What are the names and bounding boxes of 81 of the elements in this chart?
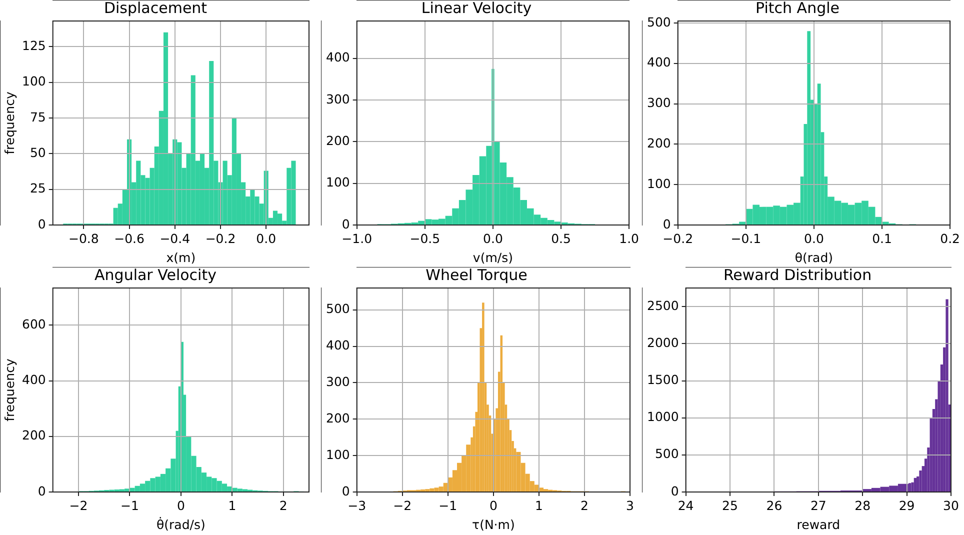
y-tick-label: 400 <box>326 338 350 353</box>
y-axis-title: frequency <box>2 91 17 154</box>
y-tick-label: 200 <box>326 132 350 148</box>
x-axis-title: τ(N·m) <box>472 516 515 532</box>
x-tick-label: 28 <box>854 498 871 513</box>
x-tick-label: −2 <box>393 498 412 513</box>
x-tick-label: 0.0 <box>804 230 824 246</box>
x-tick-label: −2 <box>69 498 88 513</box>
x-tick-label: 26 <box>766 498 782 513</box>
x-tick-label: 2 <box>580 498 588 513</box>
y-tick-label: 0 <box>670 483 679 498</box>
x-axis-title: θ(rad) <box>794 250 834 265</box>
x-tick-label: −0.4 <box>160 230 190 246</box>
x-tick-label: 24 <box>678 498 694 513</box>
chart-title: Pitch Angle <box>756 0 840 17</box>
x-tick-label: 0.5 <box>551 230 571 246</box>
y-tick-label: 25 <box>30 180 46 196</box>
x-tick-label: 25 <box>722 498 738 513</box>
x-tick-label: 0 <box>176 498 185 513</box>
y-tick-label: 0 <box>38 216 46 232</box>
y-tick-label: 200 <box>647 135 671 150</box>
y-tick-label: 100 <box>326 174 350 190</box>
y-tick-label: 0 <box>342 216 350 232</box>
x-tick-label: −0.8 <box>68 230 99 246</box>
chart-title: Angular Velocity <box>94 266 217 284</box>
y-tick-label: 500 <box>326 301 350 316</box>
x-axis-title: θ̇(rad/s) <box>156 516 206 532</box>
x-tick-label: 29 <box>898 498 915 513</box>
y-tick-label: 400 <box>647 54 671 70</box>
y-tick-label: 600 <box>22 316 46 332</box>
x-axis-title: v(m/s) <box>472 250 513 265</box>
x-tick-label: −0.5 <box>410 230 440 246</box>
chart-title: Displacement <box>104 0 208 17</box>
y-tick-label: 300 <box>326 374 350 389</box>
x-tick-label: −1.0 <box>342 230 372 246</box>
y-tick-label: 100 <box>326 446 350 462</box>
x-tick-label: −0.2 <box>205 230 236 246</box>
x-tick-label: 30 <box>943 498 959 513</box>
y-tick-label: 100 <box>22 74 46 89</box>
x-tick-label: 1 <box>228 498 236 513</box>
x-tick-label: 0.2 <box>940 230 960 246</box>
y-tick-label: 100 <box>647 176 671 191</box>
y-tick-label: 50 <box>30 144 46 160</box>
x-tick-label: −1 <box>438 498 458 513</box>
y-tick-label: 2000 <box>647 334 679 350</box>
y-tick-label: 0 <box>662 216 671 232</box>
y-tick-label: 125 <box>22 38 46 53</box>
y-axis-title: frequency <box>2 358 17 422</box>
y-tick-label: 400 <box>22 372 46 388</box>
x-tick-label: −0.1 <box>730 230 762 246</box>
y-tick-label: 300 <box>647 95 671 110</box>
x-tick-label: 1 <box>534 498 543 513</box>
y-tick-label: 200 <box>22 428 46 443</box>
x-tick-label: −3 <box>348 498 366 513</box>
y-tick-label: 75 <box>30 109 46 124</box>
y-tick-label: 500 <box>654 446 679 462</box>
x-tick-label: 0 <box>489 498 498 513</box>
x-tick-label: 2 <box>279 498 288 513</box>
y-tick-label: 1000 <box>647 409 679 424</box>
y-tick-label: 400 <box>326 50 350 65</box>
x-tick-label: 3 <box>626 498 634 513</box>
x-tick-label: 0.0 <box>483 230 503 246</box>
x-axis-title: x(m) <box>166 250 196 265</box>
chart-title: Wheel Torque <box>426 266 528 284</box>
x-tick-label: −1 <box>120 498 139 513</box>
x-tick-label: −0.2 <box>662 230 694 246</box>
y-tick-label: 0 <box>38 483 46 498</box>
x-axis-title: reward <box>796 516 840 532</box>
y-tick-label: 500 <box>647 14 671 30</box>
x-tick-label: 0.1 <box>872 230 892 246</box>
x-tick-label: 1.0 <box>619 230 640 246</box>
x-tick-label: 27 <box>810 498 826 513</box>
y-tick-label: 0 <box>342 483 350 498</box>
chart-title: Linear Velocity <box>421 0 532 17</box>
y-tick-label: 2500 <box>647 298 679 313</box>
chart-title: Reward Distribution <box>723 266 872 284</box>
y-tick-label: 200 <box>326 410 350 426</box>
y-tick-label: 1500 <box>647 372 679 388</box>
x-tick-label: −0.6 <box>114 230 144 246</box>
y-tick-label: 300 <box>326 91 350 106</box>
x-tick-label: 0.0 <box>256 230 276 246</box>
